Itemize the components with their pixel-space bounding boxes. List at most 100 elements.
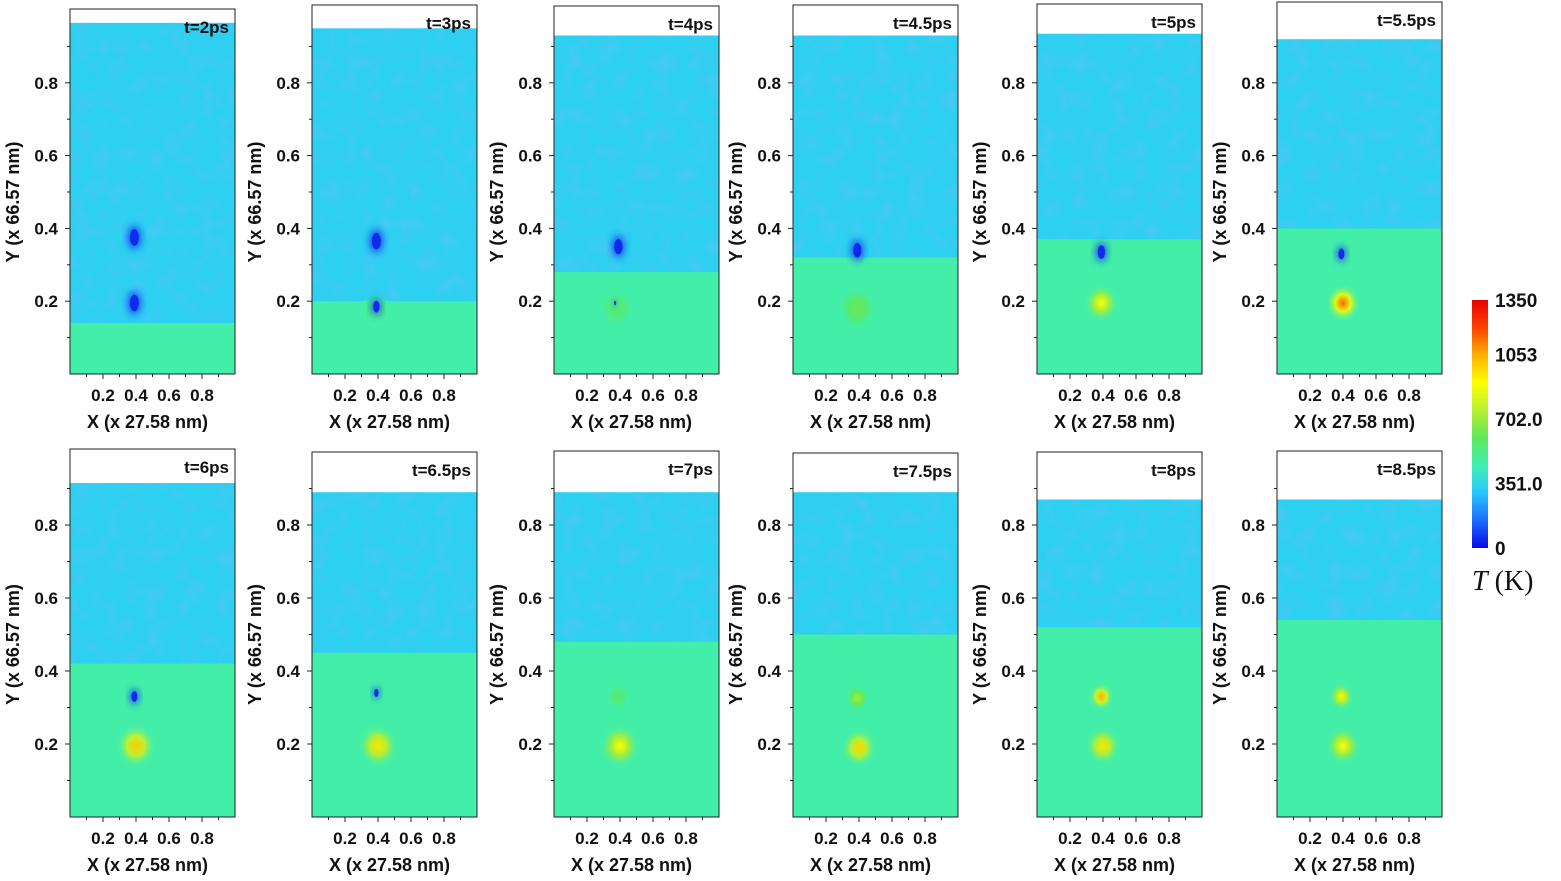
y-tick-label: 0.8 <box>34 74 58 93</box>
y-tick-label: 0.6 <box>1241 589 1265 608</box>
colorbar-title: T (K) <box>1472 566 1533 597</box>
x-tick-label: 0.6 <box>157 386 181 405</box>
colorbar-tick-label: 351.0 <box>1495 475 1543 496</box>
time-label: t=5ps <box>1151 13 1196 32</box>
y-axis-title: Y (x 66.57 nm) <box>970 142 990 263</box>
heated-region <box>70 323 235 374</box>
y-tick-label: 0.6 <box>757 589 781 608</box>
y-axis-title: Y (x 66.57 nm) <box>245 142 265 263</box>
x-tick-label: 0.8 <box>674 386 698 405</box>
colorbar-tick-label: 1053 <box>1495 346 1537 367</box>
y-axis-title: Y (x 66.57 nm) <box>970 584 990 705</box>
cold-void-core <box>614 238 623 255</box>
y-tick-label: 0.4 <box>518 662 542 681</box>
time-label: t=6.5ps <box>412 461 471 480</box>
hotspot <box>599 289 635 328</box>
y-axis-title: Y (x 66.57 nm) <box>726 142 746 263</box>
x-tick-label: 0.8 <box>432 829 456 848</box>
cold-void-core <box>1338 248 1345 260</box>
y-tick-label: 0.6 <box>518 589 542 608</box>
heatmap-panel: 0.2 0.2 0.4 0.4 0.6 0.6 0.8 0.8 X (x 27.58 nm) Y … <box>3 448 236 875</box>
x-axis-title: X (x 27.58 nm) <box>810 412 931 432</box>
x-tick-label: 0.4 <box>1331 829 1355 848</box>
x-tick-label: 0.2 <box>91 829 115 848</box>
x-axis-title: X (x 27.58 nm) <box>329 855 450 875</box>
x-tick-label: 0.4 <box>608 829 632 848</box>
y-tick-label: 0.4 <box>518 219 542 238</box>
colorbar-tick-label: 1350 <box>1495 291 1537 312</box>
x-tick-label: 0.6 <box>880 386 904 405</box>
y-tick-label: 0.4 <box>1241 219 1265 238</box>
y-tick-label: 0.2 <box>34 292 58 311</box>
y-tick-label: 0.8 <box>757 516 781 535</box>
x-tick-label: 0.4 <box>1091 386 1115 405</box>
heatmap-panel: 0.2 0.2 0.4 0.4 0.6 0.6 0.8 0.8 X (x 27.58 nm) Y … <box>970 451 1203 875</box>
x-tick-label: 0.4 <box>847 829 871 848</box>
y-tick-label: 0.4 <box>757 219 781 238</box>
y-axis-title: Y (x 66.57 nm) <box>1210 584 1230 705</box>
time-label: t=6ps <box>184 458 229 477</box>
y-tick-label: 0.4 <box>1001 219 1025 238</box>
x-tick-label: 0.6 <box>641 386 665 405</box>
y-tick-label: 0.6 <box>34 147 58 166</box>
x-tick-label: 0.4 <box>366 386 390 405</box>
hotspot <box>605 682 631 711</box>
y-tick-label: 0.2 <box>757 735 781 754</box>
y-tick-label: 0.2 <box>1001 735 1025 754</box>
x-tick-label: 0.2 <box>333 386 357 405</box>
x-tick-label: 0.2 <box>814 386 838 405</box>
y-tick-label: 0.4 <box>757 662 781 681</box>
cold-void-core <box>853 242 862 258</box>
x-tick-label: 0.8 <box>432 386 456 405</box>
y-tick-label: 0.4 <box>1001 662 1025 681</box>
x-tick-label: 0.2 <box>575 829 599 848</box>
x-tick-label: 0.2 <box>814 829 838 848</box>
y-tick-label: 0.2 <box>276 735 300 754</box>
x-axis-title: X (x 27.58 nm) <box>87 855 208 875</box>
time-label: t=3ps <box>426 14 471 33</box>
hotspot <box>1328 682 1354 711</box>
heatmap-panel: 0.2 0.2 0.4 0.4 0.6 0.6 0.8 0.8 X (x 27.58 nm) Y … <box>245 4 478 432</box>
y-tick-label: 0.4 <box>276 662 300 681</box>
x-tick-label: 0.2 <box>1058 386 1082 405</box>
y-tick-label: 0.2 <box>1241 292 1265 311</box>
x-tick-label: 0.8 <box>1397 829 1421 848</box>
heatmap-panel: 0.2 0.2 0.4 0.4 0.6 0.6 0.8 0.8 X (x 27.58 nm) Y … <box>3 8 236 432</box>
y-tick-label: 0.2 <box>518 292 542 311</box>
x-tick-label: 0.4 <box>366 829 390 848</box>
x-tick-label: 0.2 <box>333 829 357 848</box>
hotspot <box>844 684 870 713</box>
heatmap-panel: 0.2 0.2 0.4 0.4 0.6 0.6 0.8 0.8 X (x 27.58 nm) Y … <box>726 452 959 875</box>
x-tick-label: 0.8 <box>190 386 214 405</box>
x-axis-title: X (x 27.58 nm) <box>571 855 692 875</box>
x-tick-label: 0.2 <box>1298 386 1322 405</box>
x-tick-label: 0.8 <box>1157 386 1181 405</box>
heated-region <box>1277 619 1442 817</box>
x-tick-label: 0.6 <box>1364 386 1388 405</box>
time-label: t=4.5ps <box>893 14 952 33</box>
x-tick-label: 0.2 <box>1058 829 1082 848</box>
y-axis-title: Y (x 66.57 nm) <box>3 142 23 263</box>
x-tick-label: 0.6 <box>1364 829 1388 848</box>
x-tick-label: 0.4 <box>1091 829 1115 848</box>
y-axis-title: Y (x 66.57 nm) <box>3 584 23 705</box>
y-tick-label: 0.6 <box>1001 589 1025 608</box>
hotspot <box>837 286 878 331</box>
x-tick-label: 0.4 <box>124 386 148 405</box>
y-tick-label: 0.4 <box>276 219 300 238</box>
y-tick-label: 0.2 <box>1241 735 1265 754</box>
y-tick-label: 0.6 <box>276 147 300 166</box>
y-tick-label: 0.2 <box>276 292 300 311</box>
y-tick-label: 0.4 <box>34 662 58 681</box>
cold-void-core <box>1097 245 1106 259</box>
y-tick-label: 0.8 <box>518 74 542 93</box>
x-tick-label: 0.8 <box>913 829 937 848</box>
hotspot <box>1325 283 1361 323</box>
cold-void-core <box>371 232 381 250</box>
hotspot <box>841 728 877 767</box>
y-tick-label: 0.8 <box>518 516 542 535</box>
x-axis-title: X (x 27.58 nm) <box>571 412 692 432</box>
heatmap-panel: 0.2 0.2 0.4 0.4 0.6 0.6 0.8 0.8 X (x 27.58 nm) Y … <box>487 5 720 432</box>
y-tick-label: 0.4 <box>34 219 58 238</box>
heatmap-panel: 0.2 0.2 0.4 0.4 0.6 0.6 0.8 0.8 X (x 27.58 nm) Y … <box>726 4 959 432</box>
